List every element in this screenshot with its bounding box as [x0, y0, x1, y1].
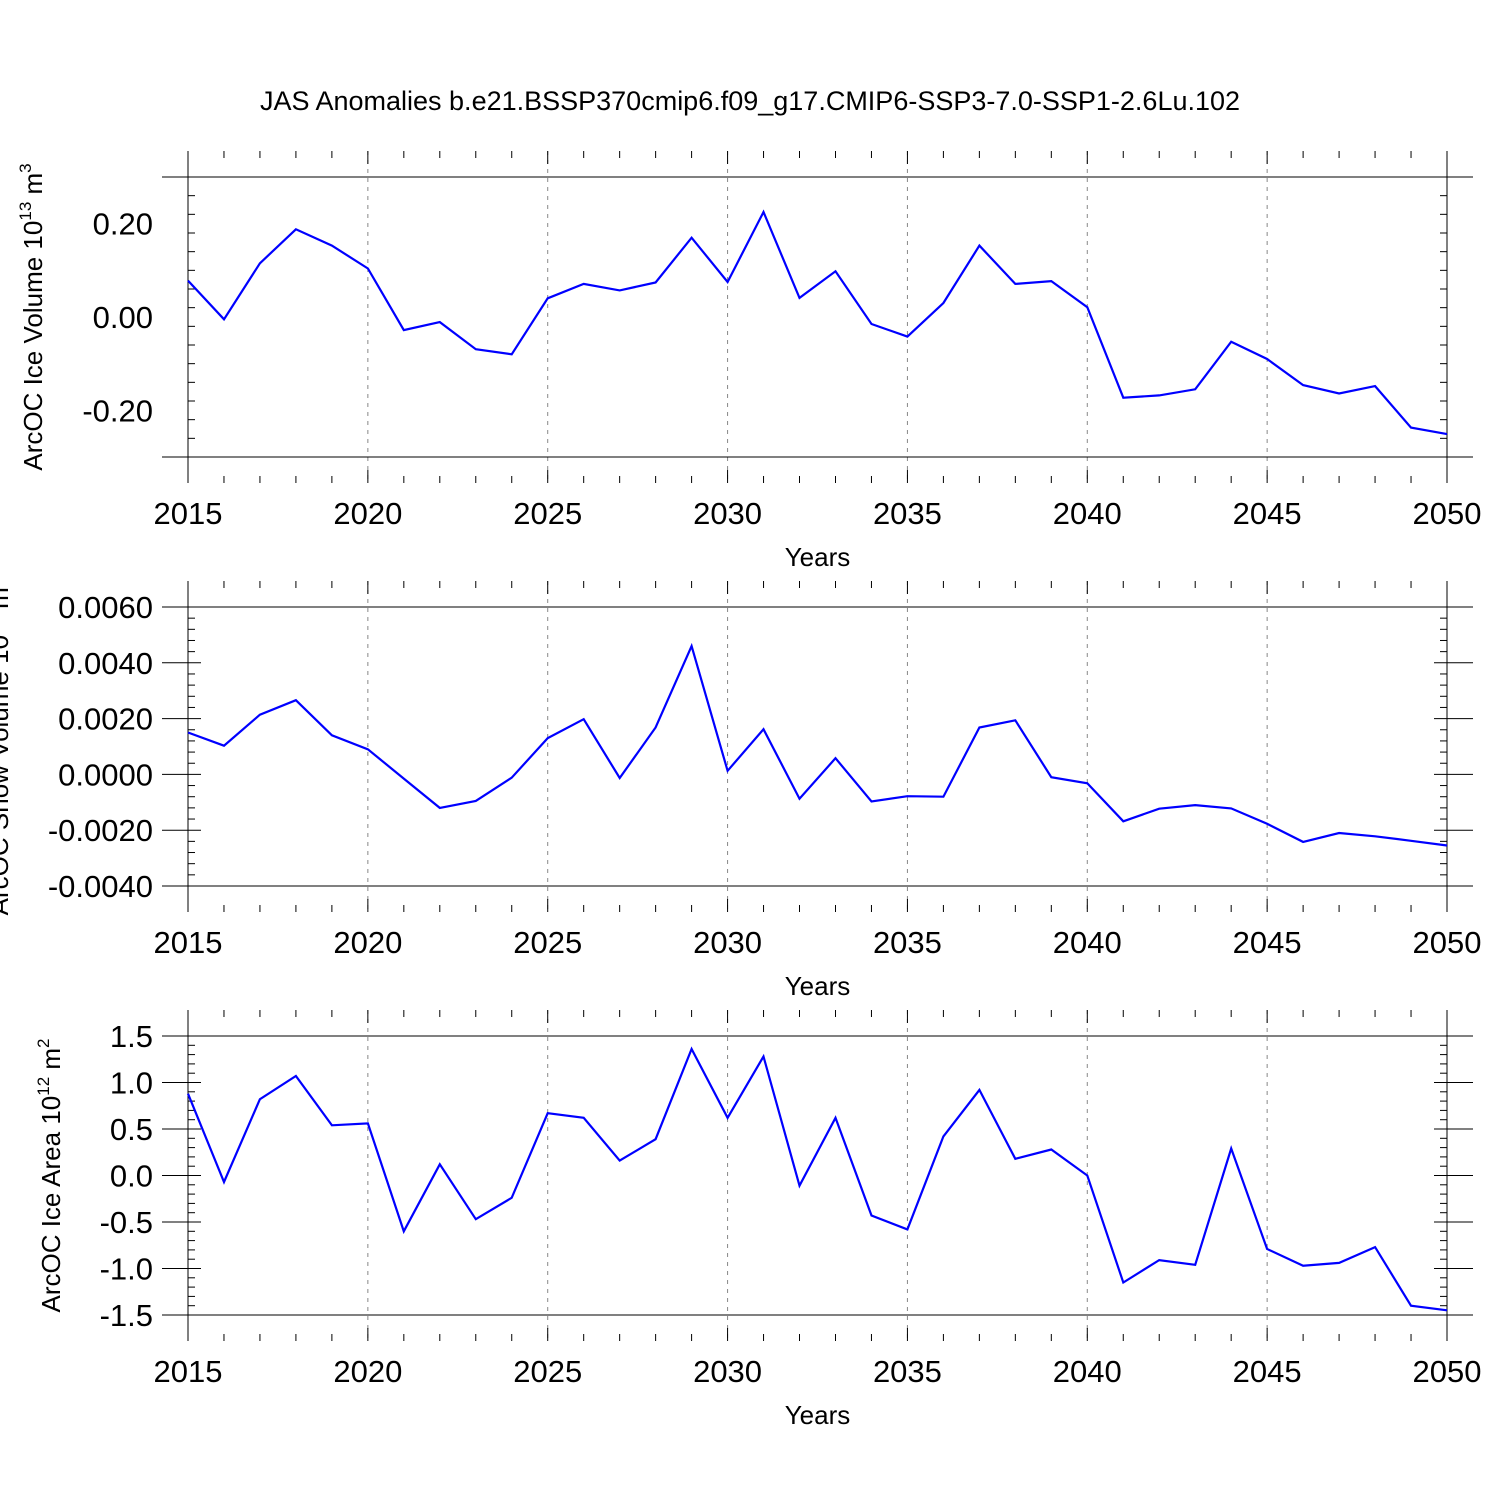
y-tick-label: -1.0 — [100, 1252, 153, 1287]
x-tick-label: 2045 — [1233, 925, 1302, 960]
y-axis-label: ArcOC Ice Volume 1013 m3 — [16, 163, 48, 470]
y-tick-label: -0.5 — [100, 1205, 153, 1240]
x-tick-label: 2015 — [154, 1354, 223, 1389]
series-line — [187, 209, 1448, 436]
y-axis-label: ArcOC Ice Area 1012 m2 — [34, 1038, 66, 1312]
y-tick-label: -0.20 — [82, 393, 153, 428]
x-tick-label: 2040 — [1053, 1354, 1122, 1389]
x-tick-label: 2020 — [333, 1354, 402, 1389]
x-tick-label: 2050 — [1413, 925, 1482, 960]
x-tick-label: 2045 — [1233, 496, 1302, 531]
chart-title: JAS Anomalies b.e21.BSSP370cmip6.f09_g17… — [260, 86, 1240, 116]
x-axis-label: Years — [785, 971, 851, 1001]
x-tick-label: 2015 — [154, 496, 223, 531]
x-tick-label: 2040 — [1053, 496, 1122, 531]
chart-panel-3: -1.5 -1.0 -0.5 0.0 0.5 1.0 1.5 2015 2020 2025 2030… — [34, 1010, 1481, 1430]
x-tick-label: 2040 — [1053, 925, 1122, 960]
x-axis-label: Years — [785, 542, 851, 572]
y-tick-label: -1.5 — [100, 1298, 153, 1333]
x-tick-label: 2050 — [1413, 1354, 1482, 1389]
y-tick-label: -0.0020 — [48, 813, 153, 848]
x-tick-label: 2015 — [154, 925, 223, 960]
x-tick-label: 2045 — [1233, 1354, 1302, 1389]
x-axis-label: Years — [785, 1400, 851, 1430]
x-tick-label: 2035 — [873, 496, 942, 531]
x-tick-label: 2035 — [873, 1354, 942, 1389]
x-tick-label: 2020 — [333, 496, 402, 531]
series-line — [187, 642, 1448, 847]
y-tick-label: 0.0020 — [58, 702, 153, 737]
y-tick-label: 1.5 — [110, 1019, 153, 1054]
chart-panel-2: -0.0040 -0.0020 0.0000 0.0020 0.0040 0.0060 20… — [0, 578, 1481, 1001]
y-tick-label: 1.0 — [110, 1066, 153, 1101]
x-tick-label: 2050 — [1413, 496, 1482, 531]
y-tick-label: 0.0000 — [58, 757, 153, 792]
x-tick-label: 2025 — [513, 925, 582, 960]
y-tick-label: 0.0040 — [58, 646, 153, 681]
y-tick-label: 0.20 — [93, 207, 153, 242]
x-tick-label: 2030 — [693, 496, 762, 531]
x-tick-label: 2025 — [513, 1354, 582, 1389]
y-tick-label: 0.0060 — [58, 590, 153, 625]
chart-panel-1: -0.20 0.00 0.20 2015 2020 2025 2030 2035 2040 204… — [16, 151, 1481, 572]
x-tick-label: 2030 — [693, 925, 762, 960]
x-tick-label: 2030 — [693, 1354, 762, 1389]
y-axis-label: ArcOC Snow Volume 1013 m3 — [0, 578, 14, 916]
series-line — [186, 1046, 1448, 1312]
y-tick-label: 0.00 — [93, 300, 153, 335]
y-tick-label: -0.0040 — [48, 869, 153, 904]
x-tick-label: 2025 — [513, 496, 582, 531]
x-tick-label: 2020 — [333, 925, 402, 960]
y-tick-label: 0.5 — [110, 1112, 153, 1147]
y-tick-label: 0.0 — [110, 1159, 153, 1194]
x-tick-label: 2035 — [873, 925, 942, 960]
